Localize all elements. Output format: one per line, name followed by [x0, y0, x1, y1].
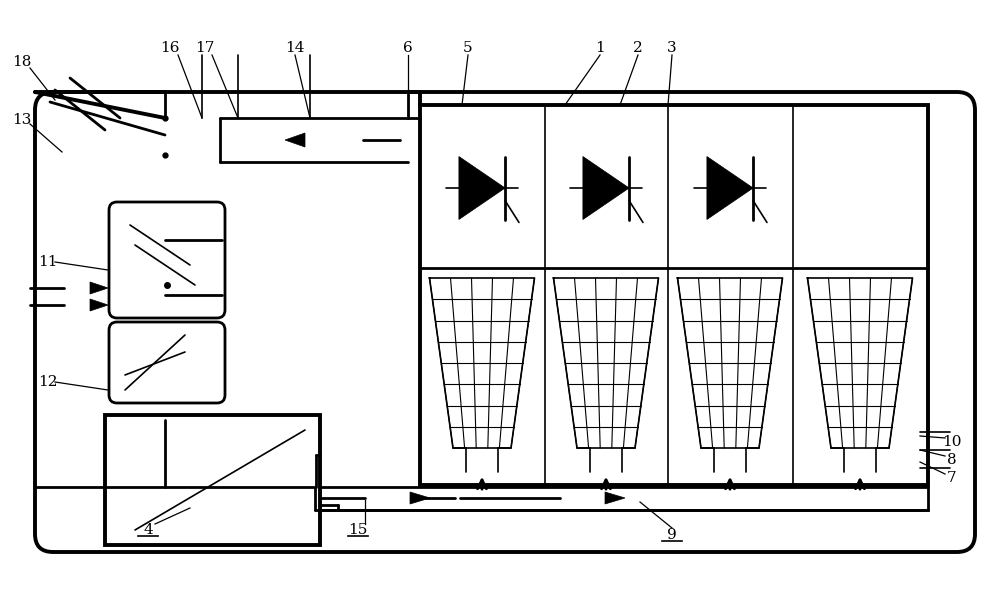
Polygon shape — [583, 157, 629, 219]
Text: 13: 13 — [12, 113, 32, 127]
Text: 2: 2 — [633, 41, 643, 55]
Text: 7: 7 — [947, 471, 957, 485]
Text: 1: 1 — [595, 41, 605, 55]
Text: 11: 11 — [38, 255, 58, 269]
Text: 4: 4 — [143, 523, 153, 537]
Text: 18: 18 — [12, 55, 32, 69]
Text: 6: 6 — [403, 41, 413, 55]
Text: 5: 5 — [463, 41, 473, 55]
Text: 8: 8 — [947, 453, 957, 467]
Polygon shape — [605, 492, 625, 504]
Text: 3: 3 — [667, 41, 677, 55]
Text: 10: 10 — [942, 435, 962, 449]
Polygon shape — [459, 157, 505, 219]
Polygon shape — [285, 133, 305, 147]
Text: 9: 9 — [667, 528, 677, 542]
Text: 15: 15 — [348, 523, 368, 537]
Bar — [315, 487, 928, 510]
Text: 12: 12 — [38, 375, 58, 389]
Text: 16: 16 — [160, 41, 180, 55]
Polygon shape — [90, 282, 108, 294]
Polygon shape — [410, 492, 430, 504]
Text: 17: 17 — [195, 41, 215, 55]
Text: 14: 14 — [285, 41, 305, 55]
Bar — [105, 415, 320, 545]
Polygon shape — [707, 157, 753, 219]
Polygon shape — [90, 299, 108, 311]
Bar — [420, 105, 928, 485]
